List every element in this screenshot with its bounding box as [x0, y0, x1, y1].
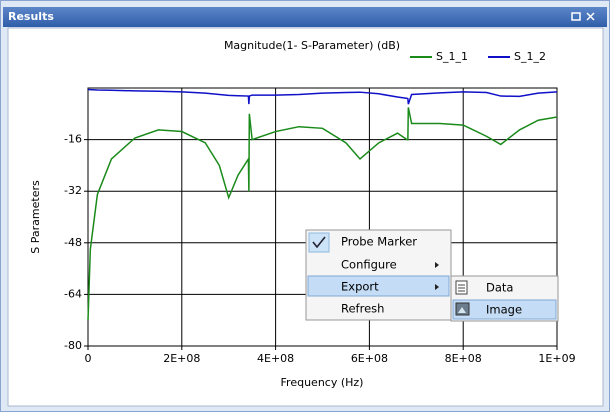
x-tick-label: 1E+09 [538, 352, 575, 365]
data-icon-lines [458, 284, 465, 292]
menu-item[interactable]: Export [341, 280, 379, 294]
y-tick-label: -16 [64, 133, 82, 146]
submenu-item[interactable]: Image [486, 303, 522, 317]
image-icon-shape [458, 307, 466, 313]
y-axis-label: S Parameters [29, 180, 42, 254]
plot: -80 -64 -48 -32 -16 0 2E+08 4E+08 6E+08 8E+08 1E+0… [64, 50, 576, 365]
y-tick-label: -48 [64, 236, 82, 249]
window-title: Results [8, 10, 54, 23]
submenu: Data Image [450, 275, 559, 322]
submenu-highlight [452, 299, 557, 320]
y-tick-label: -80 [64, 339, 82, 352]
legend-label: S_1_2 [514, 50, 546, 63]
check-icon [312, 236, 326, 249]
x-tick-label: 8E+08 [445, 352, 482, 365]
maximize-button[interactable] [571, 12, 581, 21]
x-tick-label: 2E+08 [163, 352, 200, 365]
menu-item[interactable]: Probe Marker [341, 235, 417, 249]
x-tick-label: 0 [85, 352, 92, 365]
y-tick-label: -64 [64, 287, 82, 300]
menu-item[interactable]: Refresh [341, 302, 384, 316]
submenu-arrow [435, 262, 439, 268]
legend-label: S_1_1 [436, 50, 468, 63]
menu-box [305, 229, 452, 321]
menu-item[interactable]: Configure [341, 258, 397, 272]
submenu-arrow [435, 284, 439, 290]
y-tick-label: -32 [64, 184, 82, 197]
plot-border [87, 87, 558, 347]
x-tick-label: 6E+08 [351, 352, 388, 365]
chart-panel [7, 27, 604, 407]
check-box [308, 232, 330, 253]
menu-highlight [307, 275, 450, 297]
chart-title: Magnitude(1- S-Parameter) (dB) [224, 39, 400, 52]
context-menu: Probe Marker Configure Export Refresh [305, 229, 452, 321]
series-line [87, 107, 558, 321]
submenu-item[interactable]: Data [486, 281, 513, 295]
x-tick-label: 4E+08 [257, 352, 294, 365]
close-button[interactable] [586, 12, 595, 21]
title-bar [3, 7, 607, 27]
x-axis-label: Frequency (Hz) [281, 376, 364, 389]
series-line [88, 88, 558, 105]
